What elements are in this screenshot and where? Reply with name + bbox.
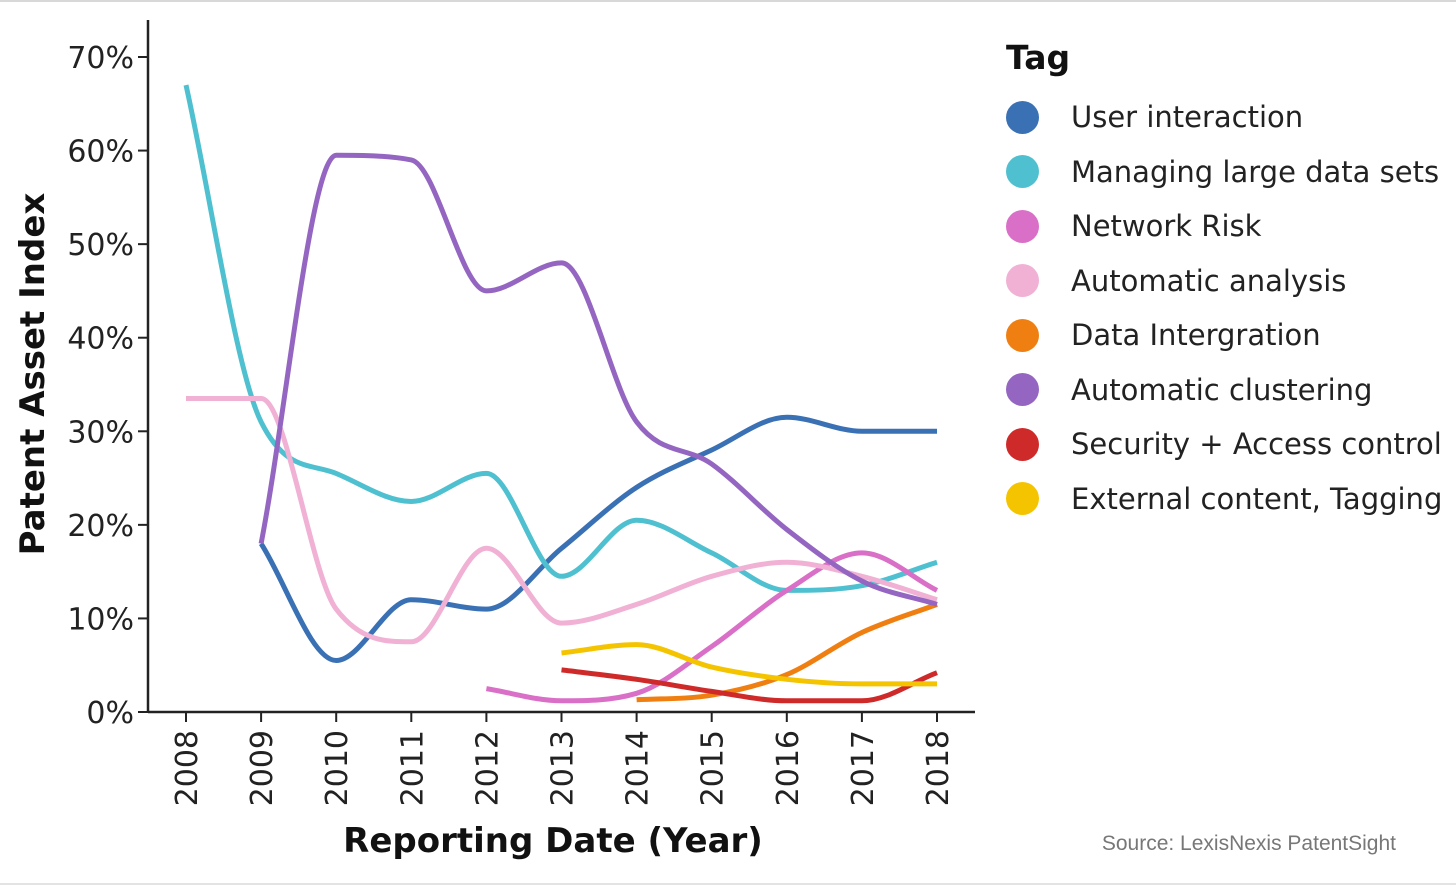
x-tick-label: 2011 — [395, 730, 430, 806]
y-tick-label: 60% — [67, 135, 134, 170]
legend: Tag User interaction Managing large data … — [1006, 36, 1446, 526]
legend-label: Security + Access control — [1071, 427, 1442, 462]
legend-label: External content, Tagging — [1071, 481, 1443, 516]
legend-label: Data Intergration — [1071, 318, 1321, 353]
legend-swatch — [1006, 482, 1039, 516]
y-tick-label: 50% — [67, 228, 134, 263]
x-tick-label: 2016 — [771, 730, 806, 806]
y-tick-label: 20% — [67, 509, 134, 544]
legend-item-network-risk[interactable]: Network Risk — [1006, 199, 1446, 254]
legend-swatch — [1006, 100, 1039, 134]
bottom-divider — [0, 883, 1456, 885]
legend-item-automatic-analysis[interactable]: Automatic analysis — [1006, 254, 1446, 309]
legend-swatch — [1006, 264, 1039, 298]
x-tick-label: 2014 — [621, 730, 656, 806]
legend-swatch — [1006, 373, 1039, 407]
legend-label: Automatic clustering — [1071, 372, 1373, 407]
y-tick-label: 10% — [67, 602, 134, 637]
legend-swatch — [1006, 318, 1039, 352]
legend-item-security-access-control[interactable]: Security + Access control — [1006, 417, 1446, 472]
legend-item-automatic-clustering[interactable]: Automatic clustering — [1006, 363, 1446, 418]
legend-title: Tag — [1006, 38, 1071, 77]
series-line-managing-large-data-sets — [183, 84, 938, 593]
x-tick-label: 2010 — [320, 730, 355, 806]
series-line-data-intergration — [636, 602, 938, 703]
x-tick-label: 2018 — [921, 730, 956, 806]
legend-label: User interaction — [1071, 100, 1304, 135]
legend-items: User interaction Managing large data sets… — [1006, 90, 1446, 526]
series-line-network-risk — [485, 550, 939, 704]
x-axis-title: Reporting Date (Year) — [343, 821, 763, 861]
x-tick-label: 2015 — [696, 730, 731, 806]
series-line-automatic-clustering — [258, 152, 938, 607]
series-lines — [183, 84, 939, 704]
legend-item-external-content-tagging[interactable]: External content, Tagging — [1006, 472, 1446, 527]
series-line-user-interaction — [258, 414, 937, 663]
y-tick-label: 40% — [67, 322, 134, 357]
source-note: Source: LexisNexis PatentSight — [1101, 832, 1396, 855]
top-divider — [0, 0, 1456, 2]
y-tick-label: 0% — [86, 696, 134, 731]
x-tick-label: 2012 — [470, 730, 505, 806]
legend-swatch — [1006, 427, 1039, 461]
legend-label: Automatic analysis — [1071, 263, 1347, 298]
x-tick-label: 2013 — [546, 730, 581, 806]
legend-label: Network Risk — [1071, 209, 1262, 244]
legend-swatch — [1006, 209, 1039, 243]
x-tick-label: 2009 — [245, 730, 280, 806]
y-tick-label: 70% — [67, 41, 134, 76]
legend-label: Managing large data sets — [1071, 154, 1440, 189]
legend-item-managing-large-data-sets[interactable]: Managing large data sets — [1006, 145, 1446, 200]
x-tick-label: 2017 — [846, 730, 881, 806]
x-tick-label: 2008 — [170, 730, 205, 806]
series-line-security-access-control — [561, 667, 938, 704]
y-axis-title: Patent Asset Index — [13, 193, 53, 556]
series-line-automatic-analysis — [185, 396, 938, 645]
legend-item-data-intergration[interactable]: Data Intergration — [1006, 308, 1446, 363]
y-tick-label: 30% — [67, 415, 134, 450]
axes: 0% 10% 20% 30% 40% 50% 60% 70% 2008 2009 2010 2011 2… — [67, 20, 975, 806]
legend-swatch — [1006, 155, 1039, 189]
legend-item-user-interaction[interactable]: User interaction — [1006, 90, 1446, 145]
series-line-external-content-tagging — [561, 642, 937, 687]
